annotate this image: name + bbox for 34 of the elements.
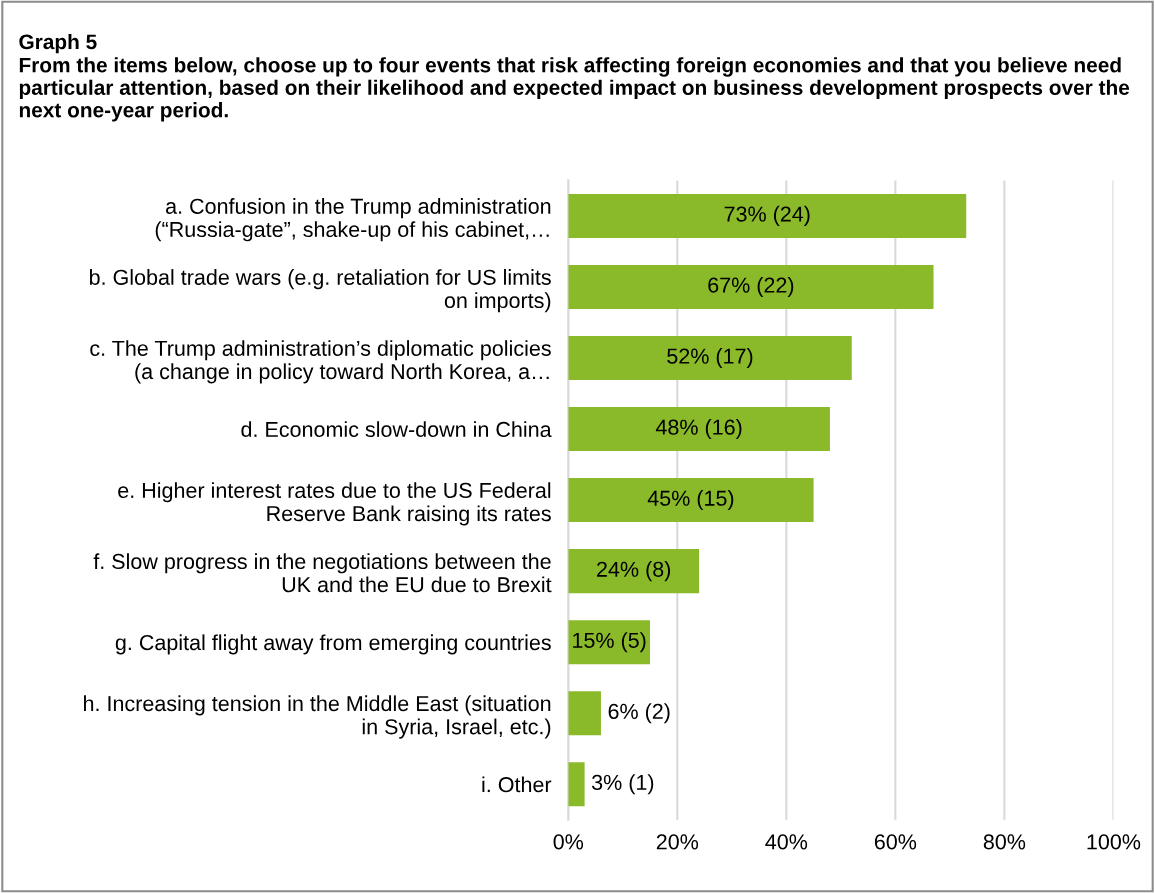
y-tick-label: f. Slow progress in the negotiations between the UK and the EU due to Brexit [93,553,552,593]
bar [568,193,967,238]
x-tick-label: 0% [553,834,584,850]
data-label: 15% (5) [573,632,646,653]
y-tick-label: d. Economic slow-down in China [241,421,552,438]
y-tick-label: g. Capital flight away from emerging countries [115,634,551,655]
x-tick-label: 80% [983,834,1026,850]
y-tick-label: e. Higher interest rates due to the US Federal Reserve Bank raising its rates [118,482,551,526]
x-tick-label: 20% [656,834,699,850]
y-tick-label: a. Confusion in the Trump administration (“Russia-gate”, shake-up of his cabinet,… [155,198,551,242]
x-tick-label: 40% [765,834,808,850]
chart-subtitle: From the items below, choose up to four events that risk affecting foreign economies and that you believe need particular attention, based on their likelihood and expected impact on business development prospects over the next one-year period. [19,57,1130,122]
x-tick-label: 100% [1087,834,1141,850]
data-label: 45% (15) [647,490,734,511]
data-label: 52% (17) [667,347,753,369]
x-tick-label: 60% [874,834,917,850]
bar [568,762,585,807]
y-tick-label: i. Other [482,776,552,793]
bar [568,549,700,594]
data-label: 3% (1) [591,774,654,795]
bar [568,691,601,736]
data-label: 67% (22) [708,276,794,297]
data-label: 6% (2) [608,703,670,724]
text: Graph 5 [19,33,97,54]
bar [568,264,934,309]
data-label: 48% (16) [655,419,742,440]
y-tick-label: b. Global trade wars (e.g. retaliation for US limits on imports) [89,269,551,313]
y-tick-label: c. The Trump administration’s diplomatic policies (a change in policy toward North Korea, a… [90,340,551,384]
data-label: 73% (24) [724,205,810,226]
y-tick-label: h. Increasing tension in the Middle East (situation in Syria, Israel, etc.) [84,695,551,739]
data-label: 24% (8) [597,561,671,582]
bar [568,407,830,452]
bar [568,335,852,381]
bar [568,478,814,523]
